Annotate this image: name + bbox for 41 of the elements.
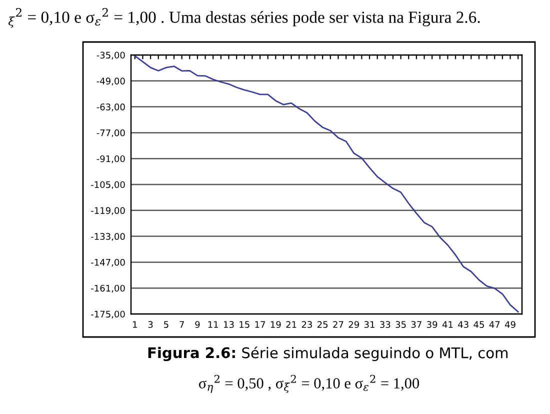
y-tick-label: -161,00 [91,284,125,293]
y-tick-label: -119,00 [91,207,125,215]
x-tick-label: 49 [504,321,516,328]
x-tick-label: 7 [180,321,184,328]
y-tick-label: -63,00 [96,104,125,112]
x-tick-label: 15 [240,321,250,328]
x-tick-label: 29 [348,321,359,328]
text: Figura 2.6: [148,346,235,362]
text: $_{ξ}$$^{2}$ = 0,10 e σ$_{ε}$$^{2}$ = 1,00 . Uma destas séries pode ser vista na Figura 2.6. [8,8,480,28]
x-tick-label: 13 [224,321,234,328]
y-tick-label: -175,00 [91,310,125,318]
x-tick-label: 3 [148,321,153,328]
y-tick-label: -35,00 [96,52,125,60]
x-tick-label: 1 [133,321,137,328]
x-tick-label: 17 [255,321,265,328]
y-tick-label: -49,00 [96,78,125,86]
x-tick-label: 9 [195,321,200,328]
x-tick-label: 39 [427,321,438,328]
y-tick-label: -105,00 [91,181,125,189]
x-tick-label: 33 [380,321,390,328]
x-tick-label: 11 [208,321,218,328]
y-tick-label: -133,00 [91,233,125,241]
x-tick-label: 31 [364,321,374,328]
x-tick-label: 5 [164,321,168,328]
x-tick-label: 23 [302,321,312,328]
x-tick-label: 35 [396,321,406,328]
text: σ$_{η}$$^{2}$ = 0,50 , σ$_{ξ}$$^{2}$ = 0,10 e σ$_{ε}$$^{2}$ = 1,00 [198,374,420,393]
y-tick-label: -91,00 [96,155,125,164]
x-tick-label: 37 [411,321,422,328]
x-tick-label: 41 [442,321,453,328]
line-series [134,55,519,312]
text: Série simulada seguindo o MTL, com [242,346,508,362]
y-tick-label: -77,00 [96,129,125,138]
y-tick-label: -147,00 [91,258,125,267]
x-tick-label: 45 [474,321,484,328]
x-tick-label: 25 [318,321,328,328]
x-tick-label: 27 [333,321,344,328]
x-tick-label: 43 [458,321,468,328]
x-tick-label: 47 [489,321,500,328]
x-tick-label: 19 [270,321,281,328]
x-tick-label: 21 [286,321,296,328]
